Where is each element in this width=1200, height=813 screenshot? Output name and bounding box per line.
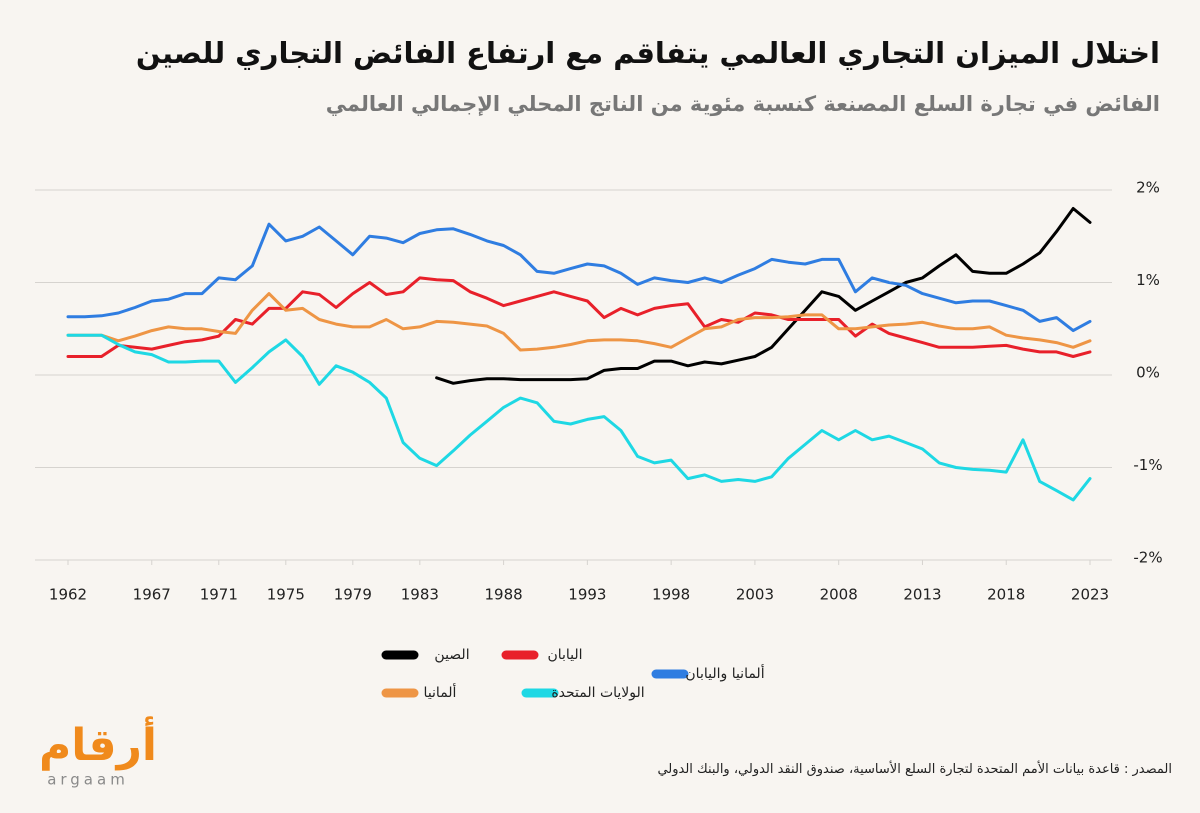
legend-label: ألمانيا واليابان xyxy=(685,664,764,682)
x-tick-label: 2008 xyxy=(820,586,858,604)
y-tick-label: 0% xyxy=(1136,364,1160,382)
x-tick-label: 1962 xyxy=(49,586,87,604)
legend-label: الولايات المتحدة xyxy=(551,685,644,701)
legend-label: الصين xyxy=(434,647,469,663)
y-tick-label: 2% xyxy=(1136,179,1160,197)
x-tick-label: 1988 xyxy=(485,586,523,604)
logo-name: أرقام xyxy=(39,716,157,771)
legend-label: اليابان xyxy=(547,647,582,663)
x-tick-label: 1993 xyxy=(568,586,606,604)
x-tick-label: 1975 xyxy=(267,586,305,604)
chart-title: اختلال الميزان التجاري العالمي يتفاقم مع… xyxy=(135,36,1160,70)
x-tick-label: 2013 xyxy=(903,586,941,604)
x-tick-label: 1998 xyxy=(652,586,690,604)
x-tick-label: 2003 xyxy=(736,586,774,604)
series-line xyxy=(66,333,1092,502)
chart-subtitle: الفائض في تجارة السلع المصنعة كنسبة مئوي… xyxy=(325,92,1160,116)
legend-label: ألمانيا xyxy=(424,683,457,701)
x-tick-label: 2018 xyxy=(987,586,1025,604)
x-tick-label: 1967 xyxy=(133,586,171,604)
x-tick-label: 1971 xyxy=(200,586,238,604)
x-tick-label: 1983 xyxy=(401,586,439,604)
y-tick-label: -2% xyxy=(1133,549,1162,567)
series-line xyxy=(66,276,1092,358)
x-tick-label: 2023 xyxy=(1071,586,1109,604)
source-note: المصدر : قاعدة بيانات الأمم المتحدة لتجا… xyxy=(657,762,1172,777)
series-line xyxy=(435,207,1092,385)
logo-latin: argaam xyxy=(47,771,129,789)
series-line xyxy=(66,222,1092,333)
x-tick-label: 1979 xyxy=(334,586,372,604)
series-line xyxy=(66,292,1092,352)
y-tick-label: -1% xyxy=(1133,456,1162,474)
y-tick-label: 1% xyxy=(1136,271,1160,289)
